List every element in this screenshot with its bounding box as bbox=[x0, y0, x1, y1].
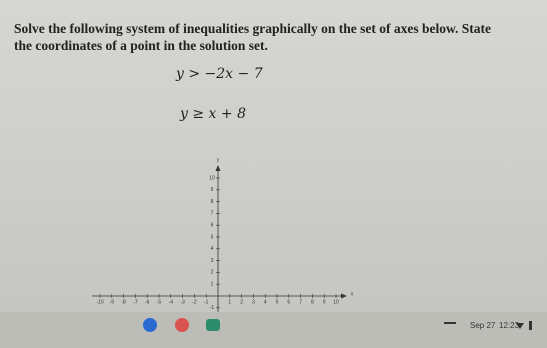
question-prompt: Solve the following system of inequaliti… bbox=[14, 21, 491, 53]
y-tick-label: 6 bbox=[211, 223, 214, 229]
x-tick-label: 10 bbox=[333, 299, 339, 305]
x-tick-label: -8 bbox=[121, 299, 126, 305]
inequality: y > −2x − 7 bbox=[176, 66, 263, 82]
x-tick-label: -5 bbox=[157, 299, 162, 305]
browser-icon[interactable] bbox=[143, 318, 157, 332]
inequality: y ≥ x + 8 bbox=[180, 106, 246, 122]
y-tick-label: 4 bbox=[211, 246, 214, 252]
app-icon[interactable] bbox=[175, 318, 189, 332]
x-tick-label: 8 bbox=[311, 299, 314, 305]
x-tick-label: 1 bbox=[228, 299, 231, 305]
x-arrow bbox=[341, 293, 347, 299]
wifi-icon bbox=[516, 323, 524, 329]
x-tick-label: 6 bbox=[287, 299, 290, 305]
x-tick-label: -4 bbox=[169, 299, 174, 305]
date: Sep 27 bbox=[470, 321, 496, 330]
y-tick-label: 7 bbox=[211, 211, 214, 217]
y-tick-label: 10 bbox=[209, 175, 215, 181]
indicator bbox=[444, 322, 456, 324]
y-tick-label: 9 bbox=[211, 187, 214, 193]
y-tick-label: 3 bbox=[211, 258, 214, 264]
taskbar: Sep 27 12:23 bbox=[0, 312, 547, 348]
x-tick-label: 9 bbox=[323, 299, 326, 305]
y-axis-label: y bbox=[217, 157, 220, 163]
x-axis-label: x bbox=[351, 291, 354, 297]
x-tick-label: -6 bbox=[145, 299, 150, 305]
x-tick-label: 2 bbox=[240, 299, 243, 305]
y-tick-label: 5 bbox=[211, 234, 214, 240]
x-tick-label: 7 bbox=[299, 299, 302, 305]
x-tick-label: -2 bbox=[192, 299, 197, 305]
x-tick-label: -10 bbox=[96, 299, 103, 305]
y-tick-label: 8 bbox=[211, 199, 214, 205]
y-tick-label: 2 bbox=[211, 270, 214, 276]
battery-icon bbox=[529, 321, 532, 330]
y-tick-label: 1 bbox=[211, 282, 214, 288]
x-tick-label: 5 bbox=[276, 299, 279, 305]
y-arrow bbox=[215, 165, 221, 171]
y-tick-label: -1 bbox=[210, 305, 215, 311]
app-icon[interactable] bbox=[206, 319, 220, 331]
x-tick-label: -3 bbox=[180, 299, 185, 305]
x-tick-label: 4 bbox=[264, 299, 267, 305]
x-tick-label: -7 bbox=[133, 299, 138, 305]
x-tick-label: -1 bbox=[204, 299, 209, 305]
x-tick-label: 3 bbox=[252, 299, 255, 305]
time: 12:23 bbox=[499, 321, 520, 330]
x-tick-label: -9 bbox=[110, 299, 115, 305]
taskbar-icons bbox=[143, 318, 532, 332]
